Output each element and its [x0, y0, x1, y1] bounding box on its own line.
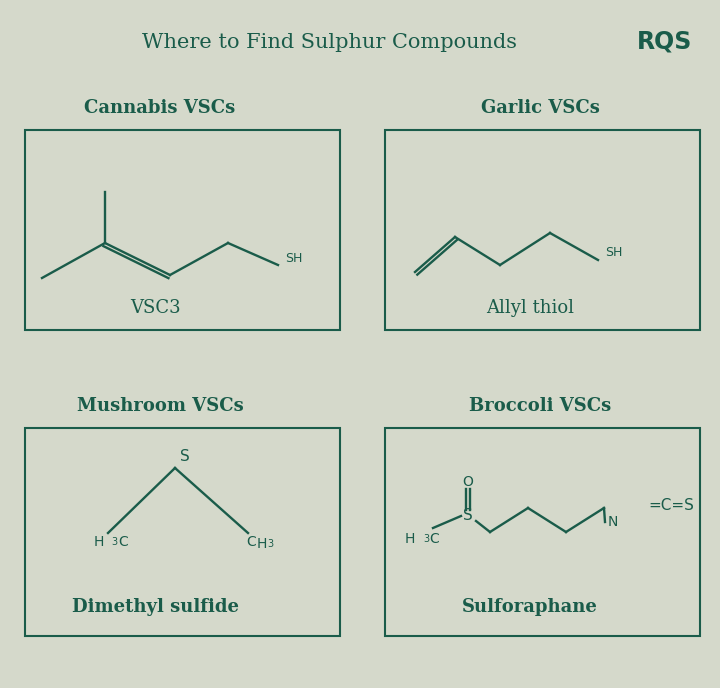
Text: Dimethyl sulfide: Dimethyl sulfide — [71, 598, 238, 616]
Text: N: N — [608, 515, 618, 529]
Bar — [25, 130, 340, 330]
Text: Mushroom VSCs: Mushroom VSCs — [76, 397, 243, 415]
Text: C: C — [429, 532, 438, 546]
Text: Sulforaphane: Sulforaphane — [462, 598, 598, 616]
Text: H: H — [94, 535, 104, 549]
Text: 3: 3 — [423, 534, 429, 544]
Text: SH: SH — [605, 246, 622, 259]
Text: SH: SH — [285, 252, 302, 264]
Text: VSC3: VSC3 — [130, 299, 180, 317]
Bar — [385, 428, 700, 636]
Text: 3: 3 — [267, 539, 273, 549]
Text: S: S — [463, 508, 473, 524]
Text: 3: 3 — [111, 537, 117, 547]
Bar — [385, 130, 700, 330]
Bar — [25, 428, 340, 636]
Text: =C=S: =C=S — [648, 497, 694, 513]
Text: S: S — [180, 449, 190, 464]
Text: H: H — [405, 532, 415, 546]
Text: C: C — [246, 535, 256, 549]
Text: O: O — [462, 475, 474, 489]
Text: Where to Find Sulphur Compounds: Where to Find Sulphur Compounds — [143, 32, 518, 52]
Text: Allyl thiol: Allyl thiol — [486, 299, 574, 317]
Text: C: C — [118, 535, 127, 549]
Text: H: H — [257, 537, 267, 551]
Text: Garlic VSCs: Garlic VSCs — [480, 99, 600, 117]
Text: Broccoli VSCs: Broccoli VSCs — [469, 397, 611, 415]
Text: Cannabis VSCs: Cannabis VSCs — [84, 99, 235, 117]
Text: RQS: RQS — [637, 30, 693, 54]
